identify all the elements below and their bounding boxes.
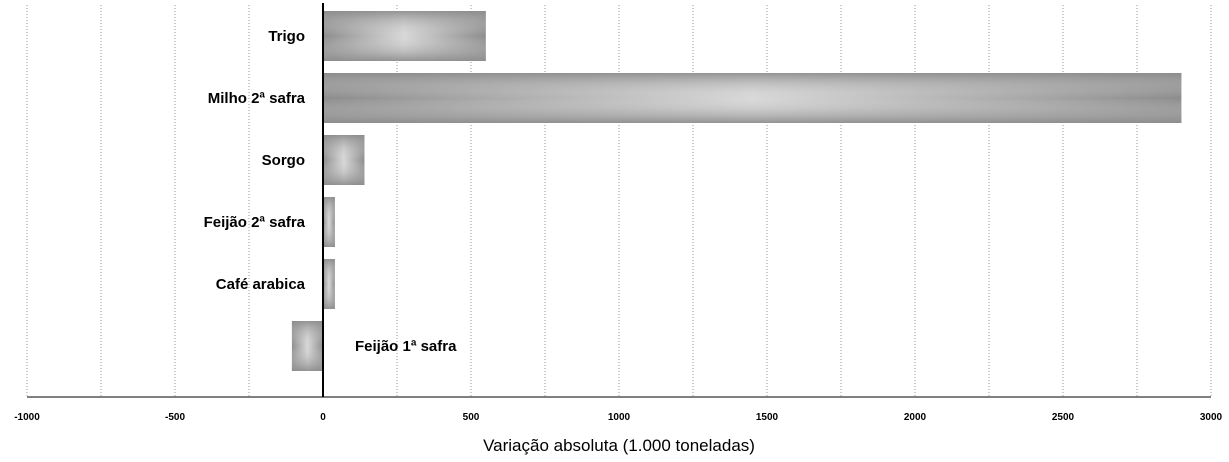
gridlines [26, 5, 1212, 397]
bar-2 [323, 73, 1182, 123]
bar-shade [291, 321, 323, 371]
category-label: Feijão 2ª safra [204, 214, 306, 231]
bars [291, 11, 1182, 371]
tick-label: 1000 [608, 412, 631, 423]
tick-label: 500 [463, 412, 480, 423]
bar-3 [323, 135, 365, 185]
category-labels: Trigo Milho 2ª safra Sorgo Feijão 2ª safra C… [204, 28, 458, 355]
bar-shade [323, 259, 335, 309]
bar-shade [323, 135, 365, 185]
bar-6 [291, 321, 323, 371]
category-label: Café arabica [216, 276, 306, 293]
category-label: Feijão 1ª safra [355, 338, 457, 355]
tick-label: 1500 [756, 412, 779, 423]
bar-5 [323, 259, 335, 309]
axes [27, 3, 1211, 398]
tick-labels: -1000 -500 0 500 1000 1500 2000 2500 3000 [14, 412, 1222, 423]
bar-shade [323, 11, 486, 61]
category-label: Milho 2ª safra [208, 90, 306, 107]
tick-label: -1000 [14, 412, 40, 423]
bar-1 [323, 11, 486, 61]
tick-label: 2500 [1052, 412, 1075, 423]
tick-label: -500 [165, 412, 185, 423]
category-label: Trigo [268, 28, 305, 45]
tick-label: 0 [320, 412, 326, 423]
bar-shade [323, 73, 1182, 123]
tick-label: 3000 [1200, 412, 1223, 423]
category-label: Sorgo [262, 152, 305, 169]
bar-4 [323, 197, 335, 247]
tick-label: 2000 [904, 412, 927, 423]
x-axis-title: Variação absoluta (1.000 toneladas) [483, 436, 755, 455]
bar-shade [323, 197, 335, 247]
